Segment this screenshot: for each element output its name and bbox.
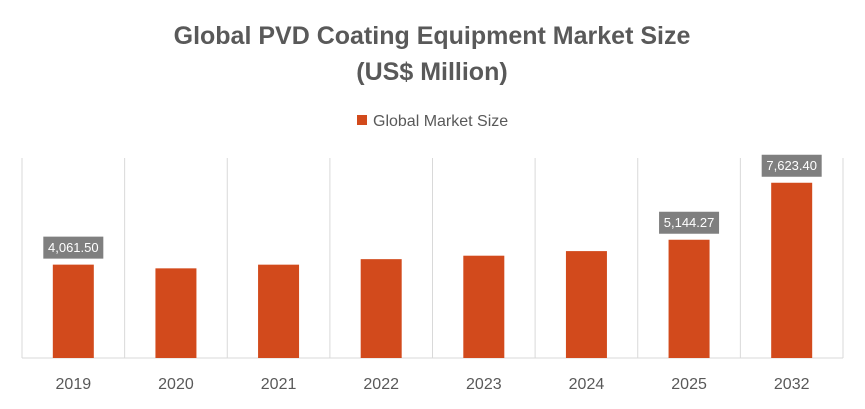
bar-2019 — [52, 264, 94, 358]
bar-2023 — [463, 255, 505, 358]
data-labels: 4,061.50 5,144.27 7,623.40 — [43, 154, 822, 259]
bar-2020 — [155, 268, 197, 358]
bars — [52, 182, 813, 358]
x-tick-label: 2020 — [158, 376, 194, 393]
chart-subtitle: (US$ Million) — [356, 58, 507, 86]
legend-swatch — [357, 115, 367, 125]
bar-2024 — [565, 251, 607, 358]
legend: Global Market Size — [357, 113, 508, 130]
chart-title: Global PVD Coating Equipment Market Size — [174, 22, 691, 50]
x-tick-label: 2021 — [261, 376, 297, 393]
bar-2032 — [771, 182, 813, 358]
data-label-box — [43, 236, 104, 259]
bar-2021 — [258, 264, 300, 358]
bar-2025 — [668, 239, 710, 358]
x-tick-label: 2025 — [671, 376, 707, 393]
data-label-text: 5,144.27 — [664, 215, 715, 230]
grid-lines — [21, 158, 844, 359]
x-tick-label: 2022 — [363, 376, 399, 393]
data-label-2032: 7,623.40 — [761, 154, 822, 177]
data-label-box — [659, 211, 720, 234]
x-tick-label: 2024 — [569, 376, 605, 393]
x-tick-label: 2019 — [56, 376, 92, 393]
x-axis-ticks: 2019 2020 2021 2022 2023 2024 2025 2032 — [56, 376, 810, 393]
data-label-2025: 5,144.27 — [659, 211, 720, 234]
data-label-2019: 4,061.50 — [43, 236, 104, 259]
data-label-text: 7,623.40 — [766, 158, 817, 173]
x-tick-label: 2023 — [466, 376, 502, 393]
legend-label: Global Market Size — [373, 113, 508, 130]
x-tick-label: 2032 — [774, 376, 810, 393]
bar-2022 — [360, 259, 402, 358]
data-label-box — [761, 154, 822, 177]
data-label-text: 4,061.50 — [48, 240, 99, 255]
